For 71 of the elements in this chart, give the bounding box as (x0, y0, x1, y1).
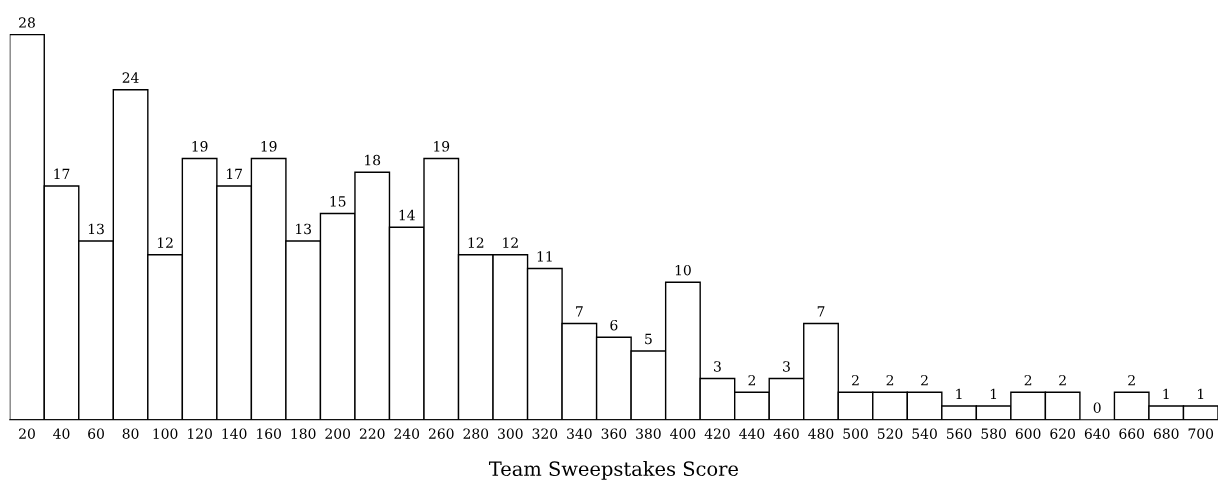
x-tick-label: 20 (19, 428, 35, 439)
data-label: 12 (503, 237, 518, 248)
data-label: 2 (1128, 374, 1135, 386)
x-tick-label: 400 (670, 428, 696, 439)
x-tick-label: 500 (843, 428, 868, 439)
data-label: 19 (192, 141, 208, 152)
data-label: 7 (817, 306, 825, 317)
x-tick-label: 340 (567, 428, 592, 439)
data-label: 2 (748, 374, 756, 386)
data-label: 6 (610, 319, 618, 331)
x-tick-label: 440 (739, 428, 765, 439)
data-label: 12 (468, 237, 484, 248)
x-tick-label: 320 (532, 428, 558, 439)
x-tick-label: 120 (188, 428, 212, 439)
data-label: 0 (1093, 402, 1101, 413)
data-label: 15 (330, 196, 346, 207)
data-label: 2 (886, 374, 894, 386)
data-label: 10 (675, 264, 691, 276)
x-tick-label: 140 (222, 428, 247, 439)
data-label: 1 (956, 388, 962, 399)
data-label: 19 (261, 141, 277, 152)
data-label: 17 (54, 168, 70, 179)
data-label: 5 (645, 333, 652, 345)
x-tick-label: 700 (1188, 428, 1214, 439)
x-tick-label: 260 (428, 428, 454, 439)
x-tick-label: 160 (257, 428, 281, 439)
x-tick-label: 100 (153, 428, 178, 439)
x-tick-label: 180 (291, 428, 316, 439)
x-tick-label: 640 (1084, 428, 1110, 439)
data-label: 2 (1059, 374, 1066, 386)
x-axis-title: Team Sweepstakes Score (488, 461, 738, 480)
x-tick-label: 660 (1119, 428, 1145, 439)
x-tick-label: 420 (704, 428, 730, 439)
x-tick-label: 600 (1015, 428, 1041, 439)
data-label: 2 (921, 374, 928, 386)
x-tick-label: 360 (601, 428, 627, 439)
data-label: 18 (365, 154, 381, 166)
x-tick-label: 460 (773, 428, 799, 439)
data-label: 11 (537, 251, 552, 262)
data-label: 24 (122, 72, 139, 83)
x-tick-label: 60 (88, 428, 104, 439)
data-label: 12 (157, 237, 173, 248)
data-label: 2 (852, 374, 859, 386)
data-label: 1 (1163, 388, 1169, 399)
data-label: 28 (19, 17, 35, 28)
data-label: 17 (226, 168, 242, 179)
x-tick-label: 560 (947, 428, 972, 439)
x-tick-label: 40 (53, 428, 70, 439)
data-label: 14 (399, 209, 415, 221)
x-tick-label: 280 (463, 428, 489, 439)
x-tick-label: 220 (359, 428, 385, 439)
data-label: 2 (1024, 374, 1032, 386)
data-label: 13 (296, 223, 311, 235)
data-label: 19 (434, 141, 450, 152)
data-label: 1 (990, 388, 997, 399)
data-label: 3 (714, 361, 721, 372)
data-label: 7 (576, 306, 583, 317)
x-tick-label: 480 (808, 428, 834, 439)
x-tick-label: 300 (498, 428, 523, 439)
data-label: 3 (783, 361, 790, 372)
data-label: 1 (1198, 388, 1204, 399)
x-tick-label: 240 (394, 428, 420, 439)
x-tick-label: 380 (636, 428, 661, 439)
x-tick-label: 580 (981, 428, 1006, 439)
x-tick-label: 680 (1153, 428, 1179, 439)
x-tick-label: 620 (1050, 428, 1075, 439)
x-tick-label: 520 (877, 428, 903, 439)
x-tick-label: 540 (912, 428, 937, 439)
data-label: 13 (88, 223, 104, 235)
x-tick-label: 80 (122, 428, 139, 439)
x-tick-label: 200 (325, 428, 351, 439)
